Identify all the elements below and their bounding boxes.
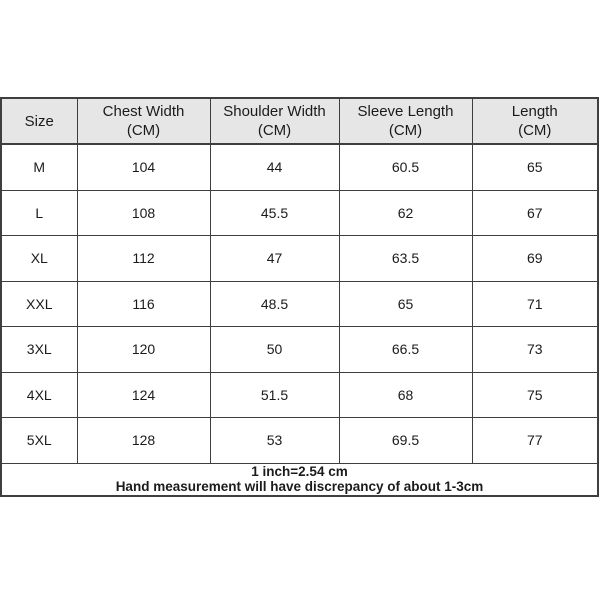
column-title: Length xyxy=(511,103,558,120)
column-header-shoulder-width: Shoulder Width (CM) xyxy=(209,97,340,145)
column-title: Size xyxy=(24,112,54,130)
value-cell: 69 xyxy=(471,235,599,282)
value-cell: 50 xyxy=(209,326,340,373)
column-header-length: Length (CM) xyxy=(471,97,599,145)
column-title: Chest Width xyxy=(102,103,185,120)
table-row: M 104 44 60.5 65 xyxy=(0,143,599,191)
size-cell: 5XL xyxy=(0,417,78,464)
column-unit: (CM) xyxy=(518,122,552,139)
notes-cell: 1 inch=2.54 cm Hand measurement will hav… xyxy=(0,462,599,497)
size-cell: XL xyxy=(0,235,78,282)
size-cell: 4XL xyxy=(0,371,78,418)
value-cell: 73 xyxy=(471,326,599,373)
value-cell: 44 xyxy=(209,143,340,191)
table-row: 4XL 124 51.5 68 75 xyxy=(0,371,599,418)
column-unit: (CM) xyxy=(126,122,161,139)
value-cell: 45.5 xyxy=(209,189,340,236)
table-row: 3XL 120 50 66.5 73 xyxy=(0,326,599,373)
size-table: Size Chest Width (CM) Shoulder Width (CM) Sle… xyxy=(0,97,599,497)
value-cell: 60.5 xyxy=(338,143,473,191)
value-cell: 53 xyxy=(209,417,340,464)
value-cell: 116 xyxy=(76,280,211,327)
size-table-head: Size Chest Width (CM) Shoulder Width (CM) Sle… xyxy=(0,97,599,145)
value-cell: 124 xyxy=(76,371,211,418)
value-cell: 112 xyxy=(76,235,211,282)
table-row: XL 112 47 63.5 69 xyxy=(0,235,599,282)
note-measurement-discrepancy: Hand measurement will have discrepancy o… xyxy=(115,479,484,494)
column-header-sleeve-length: Sleeve Length (CM) xyxy=(338,97,473,145)
size-table-foot: 1 inch=2.54 cm Hand measurement will hav… xyxy=(0,462,599,497)
size-cell: L xyxy=(0,189,78,236)
value-cell: 108 xyxy=(76,189,211,236)
value-cell: 104 xyxy=(76,143,211,191)
value-cell: 51.5 xyxy=(209,371,340,418)
value-cell: 47 xyxy=(209,235,340,282)
value-cell: 120 xyxy=(76,326,211,373)
value-cell: 63.5 xyxy=(338,235,473,282)
size-cell: M xyxy=(0,143,78,191)
size-cell: XXL xyxy=(0,280,78,327)
size-table-body: M 104 44 60.5 65 L 108 45.5 62 67 XL 112 47 63.5 69 XXL… xyxy=(0,143,599,464)
value-cell: 128 xyxy=(76,417,211,464)
value-cell: 65 xyxy=(471,143,599,191)
column-unit: (CM) xyxy=(257,122,292,139)
table-row: 5XL 128 53 69.5 77 xyxy=(0,417,599,464)
value-cell: 67 xyxy=(471,189,599,236)
table-row: XXL 116 48.5 65 71 xyxy=(0,280,599,327)
column-header-chest-width: Chest Width (CM) xyxy=(76,97,211,145)
value-cell: 71 xyxy=(471,280,599,327)
value-cell: 75 xyxy=(471,371,599,418)
column-header-size: Size xyxy=(0,97,78,145)
column-title: Sleeve Length xyxy=(357,103,454,120)
column-title: Shoulder Width xyxy=(223,103,326,120)
size-table-header-row: Size Chest Width (CM) Shoulder Width (CM) Sle… xyxy=(0,97,599,145)
notes-row: 1 inch=2.54 cm Hand measurement will hav… xyxy=(0,462,599,497)
size-cell: 3XL xyxy=(0,326,78,373)
table-row: L 108 45.5 62 67 xyxy=(0,189,599,236)
value-cell: 48.5 xyxy=(209,280,340,327)
column-unit: (CM) xyxy=(388,122,423,139)
value-cell: 66.5 xyxy=(338,326,473,373)
value-cell: 65 xyxy=(338,280,473,327)
value-cell: 77 xyxy=(471,417,599,464)
note-inch-conversion: 1 inch=2.54 cm xyxy=(251,463,348,479)
value-cell: 68 xyxy=(338,371,473,418)
value-cell: 62 xyxy=(338,189,473,236)
value-cell: 69.5 xyxy=(338,417,473,464)
